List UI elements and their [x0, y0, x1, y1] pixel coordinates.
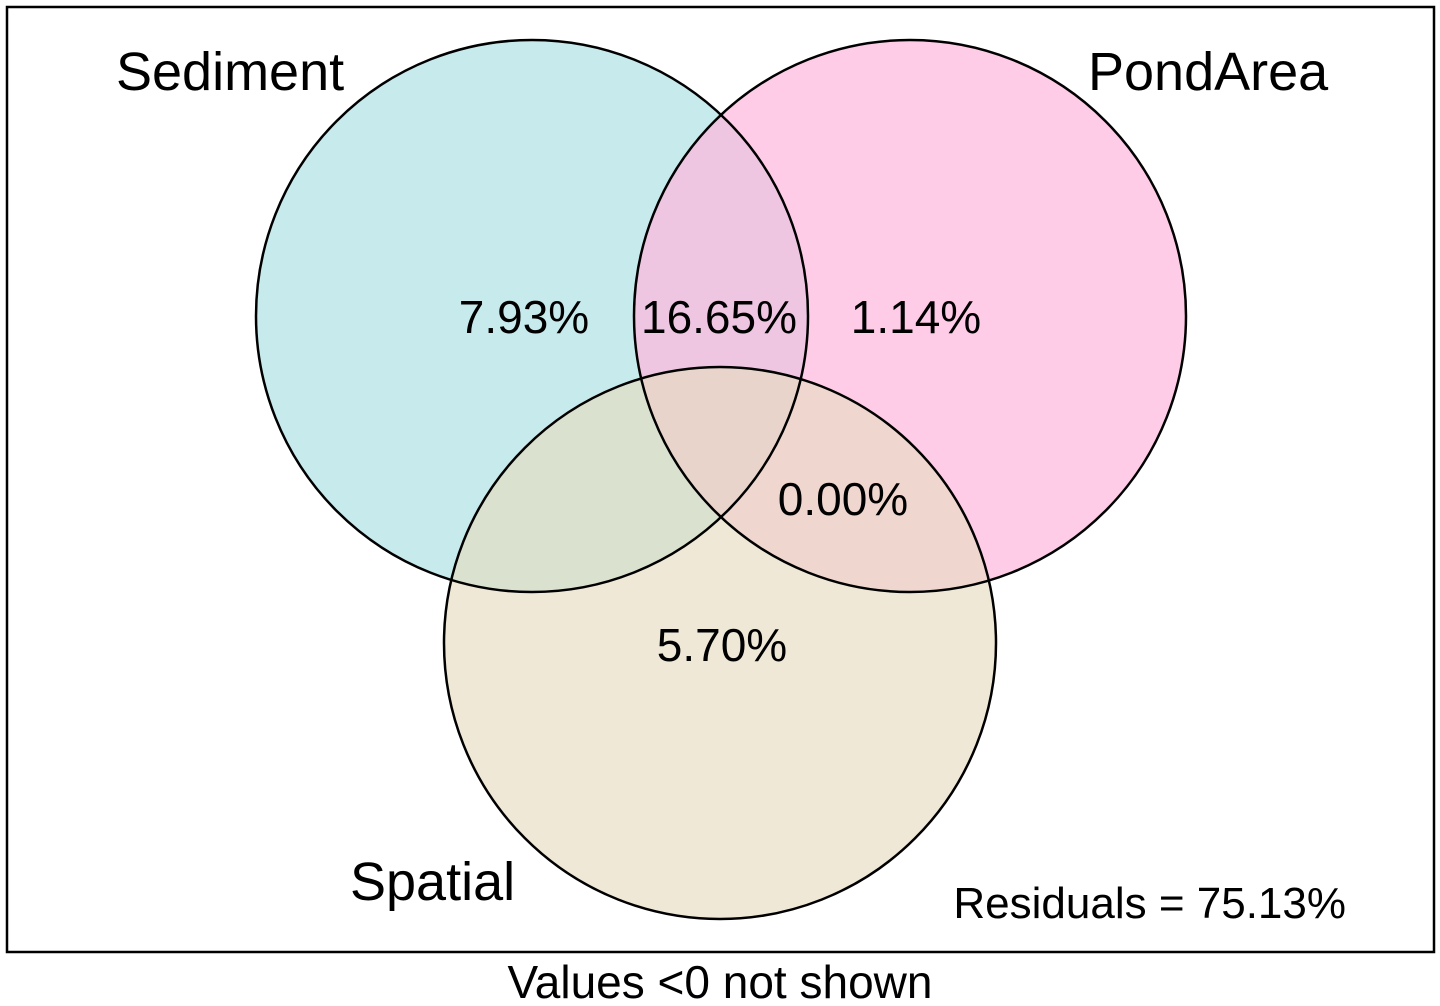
region-pondarea-only: 1.14%: [851, 291, 981, 343]
footnote-label: Values <0 not shown: [508, 956, 933, 1006]
pondarea-circle-outline: [632, 38, 1188, 594]
spatial-circle-fill: [444, 367, 996, 919]
spatial-set-label: Spatial: [350, 852, 515, 912]
sediment-set-label: Sediment: [116, 42, 344, 102]
region-spatial-only: 5.70%: [657, 619, 787, 671]
residuals-label: Residuals = 75.13%: [953, 879, 1346, 928]
spatial-circle-outline: [442, 365, 998, 921]
sediment-circle-outline: [254, 38, 810, 594]
pondarea-set-label: PondArea: [1088, 42, 1329, 102]
region-sediment-only: 7.93%: [459, 291, 589, 343]
region-sediment-pondarea: 16.65%: [641, 291, 797, 343]
region-pondarea-spatial: 0.00%: [778, 473, 908, 525]
circle-outlines: [254, 38, 1188, 921]
